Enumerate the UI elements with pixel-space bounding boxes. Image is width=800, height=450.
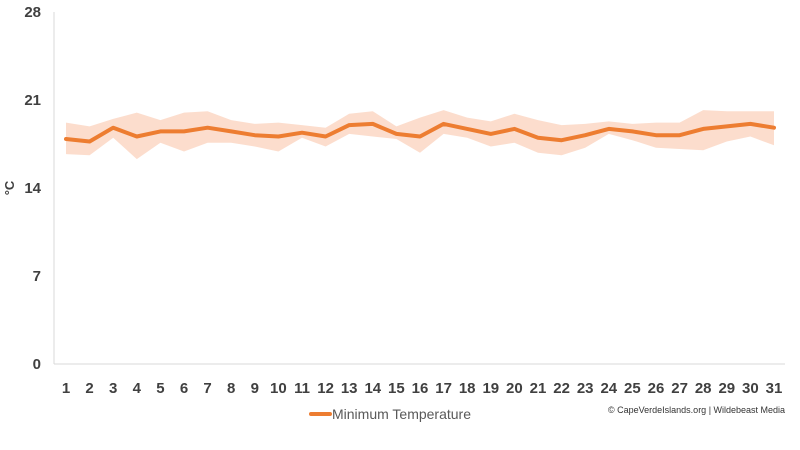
x-tick-label: 4 — [133, 380, 142, 397]
x-tick-label: 15 — [388, 380, 405, 397]
x-tick-label: 22 — [553, 380, 570, 397]
x-tick-label: 10 — [270, 380, 287, 397]
x-tick-label: 23 — [577, 380, 594, 397]
x-tick-label: 31 — [766, 380, 783, 397]
x-axis-ticks: 1 2 3 4 5 6 7 8 9 10 11 12 13 14 15 16 17 18 19 20 21 22 23 24 2… — [62, 380, 783, 397]
y-tick-label: 0 — [33, 356, 41, 373]
x-tick-label: 9 — [251, 380, 259, 397]
y-tick-label: 14 — [24, 180, 41, 197]
x-tick-label: 25 — [624, 380, 641, 397]
credit-text: © CapeVerdeIslands.org | Wildebeast Medi… — [608, 405, 785, 415]
x-tick-label: 14 — [364, 380, 381, 397]
y-axis-title: °C — [2, 180, 17, 195]
x-tick-label: 26 — [648, 380, 665, 397]
y-tick-label: 28 — [24, 4, 41, 21]
x-tick-label: 6 — [180, 380, 188, 397]
x-tick-label: 12 — [317, 380, 334, 397]
legend: Minimum Temperature — [309, 406, 471, 422]
x-tick-label: 11 — [294, 380, 310, 397]
x-tick-label: 20 — [506, 380, 523, 397]
x-tick-label: 8 — [227, 380, 235, 397]
x-tick-label: 13 — [341, 380, 358, 397]
legend-label: Minimum Temperature — [332, 406, 471, 422]
x-tick-label: 7 — [203, 380, 211, 397]
x-tick-label: 2 — [85, 380, 93, 397]
x-tick-label: 21 — [530, 380, 547, 397]
x-tick-label: 24 — [600, 380, 617, 397]
x-tick-label: 19 — [482, 380, 499, 397]
minimum-temperature-line — [64, 121, 776, 144]
x-tick-label: 28 — [695, 380, 712, 397]
x-tick-label: 29 — [718, 380, 735, 397]
x-tick-label: 30 — [742, 380, 759, 397]
x-tick-label: 17 — [435, 380, 452, 397]
y-tick-label: 21 — [24, 92, 41, 109]
x-tick-label: 18 — [459, 380, 476, 397]
x-tick-label: 16 — [412, 380, 429, 397]
y-axis-ticks: 0 7 14 21 28 — [24, 4, 41, 373]
x-tick-label: 5 — [156, 380, 164, 397]
x-tick-label: 3 — [109, 380, 117, 397]
x-tick-label: 27 — [671, 380, 688, 397]
y-tick-label: 7 — [33, 268, 41, 285]
x-tick-label: 1 — [62, 380, 70, 397]
